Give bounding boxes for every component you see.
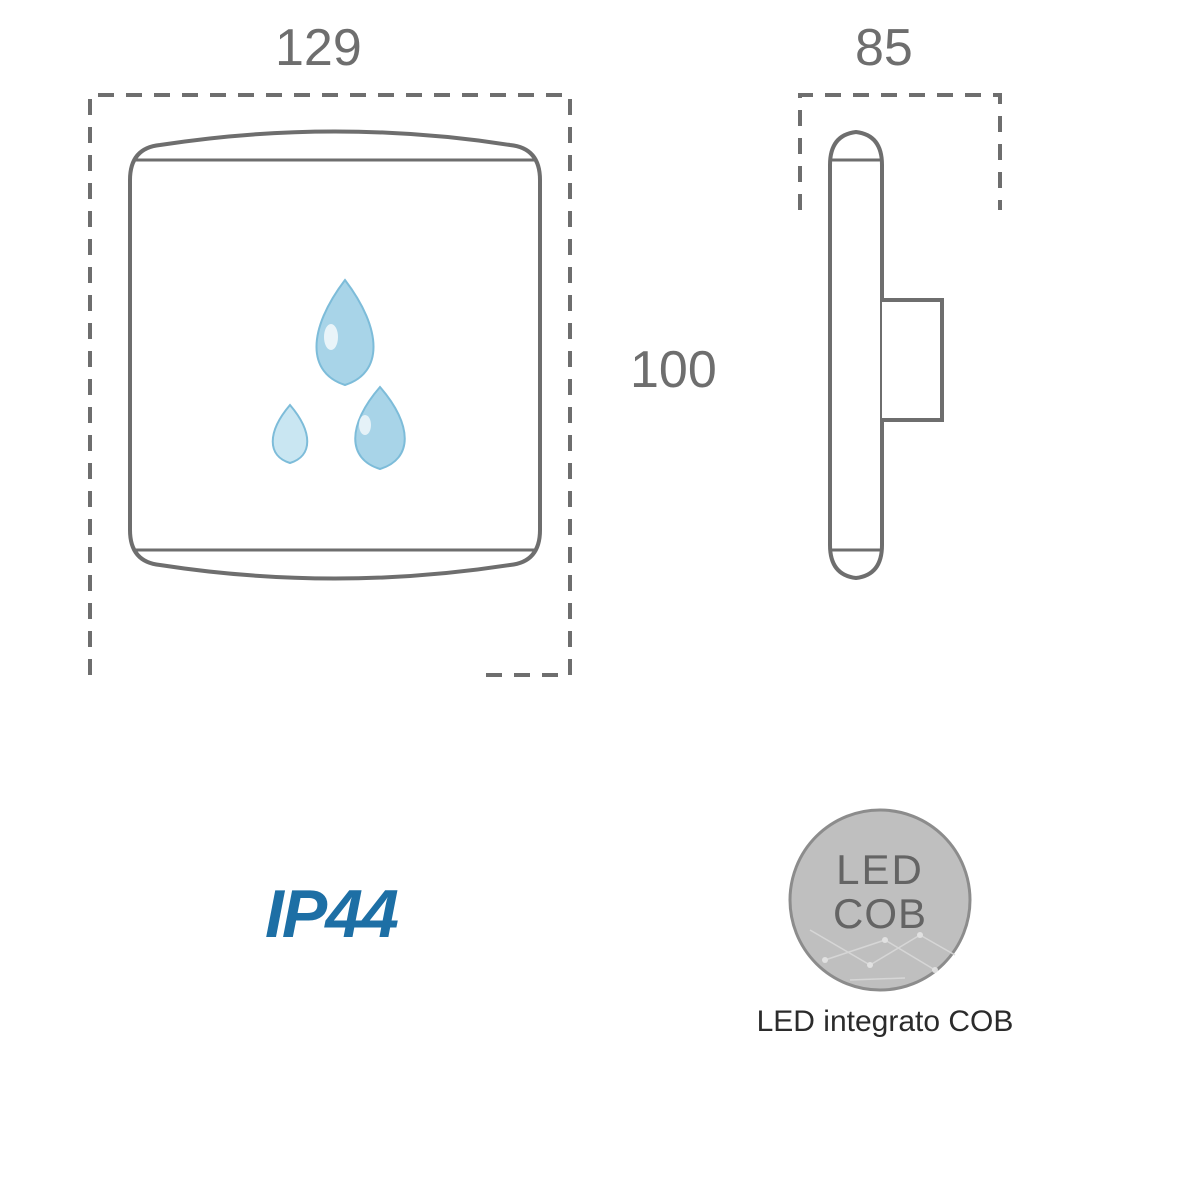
led-badge-line2: COB xyxy=(833,890,927,937)
front-view-group xyxy=(90,95,570,675)
diagram-canvas: 129 85 100 xyxy=(0,0,1200,1200)
led-badge-caption: LED integrato COB xyxy=(735,1005,1035,1039)
ip-rating: IP44 xyxy=(265,875,397,953)
side-view-group xyxy=(800,95,1000,578)
led-badge-line1: LED xyxy=(836,846,924,893)
led-cob-badge: LED COB xyxy=(790,810,970,990)
